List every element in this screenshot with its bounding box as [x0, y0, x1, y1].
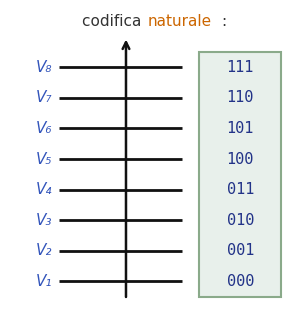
- Text: 011: 011: [226, 182, 254, 197]
- FancyBboxPatch shape: [199, 52, 281, 297]
- Text: V₆: V₆: [36, 121, 53, 136]
- Text: V₄: V₄: [36, 182, 53, 197]
- Text: naturale: naturale: [148, 14, 212, 29]
- Text: V₃: V₃: [36, 213, 53, 228]
- Text: 100: 100: [226, 152, 254, 167]
- Text: codifica: codifica: [82, 14, 146, 29]
- Text: V₂: V₂: [36, 243, 53, 258]
- Text: V₅: V₅: [36, 152, 53, 167]
- Text: V₁: V₁: [36, 274, 53, 289]
- Text: 000: 000: [226, 274, 254, 289]
- Text: 101: 101: [226, 121, 254, 136]
- Text: V₈: V₈: [36, 60, 53, 75]
- Text: 110: 110: [226, 90, 254, 105]
- Text: 001: 001: [226, 243, 254, 258]
- Text: 010: 010: [226, 213, 254, 228]
- Text: 111: 111: [226, 60, 254, 75]
- Text: V₇: V₇: [36, 90, 53, 105]
- Text: :: :: [221, 14, 226, 29]
